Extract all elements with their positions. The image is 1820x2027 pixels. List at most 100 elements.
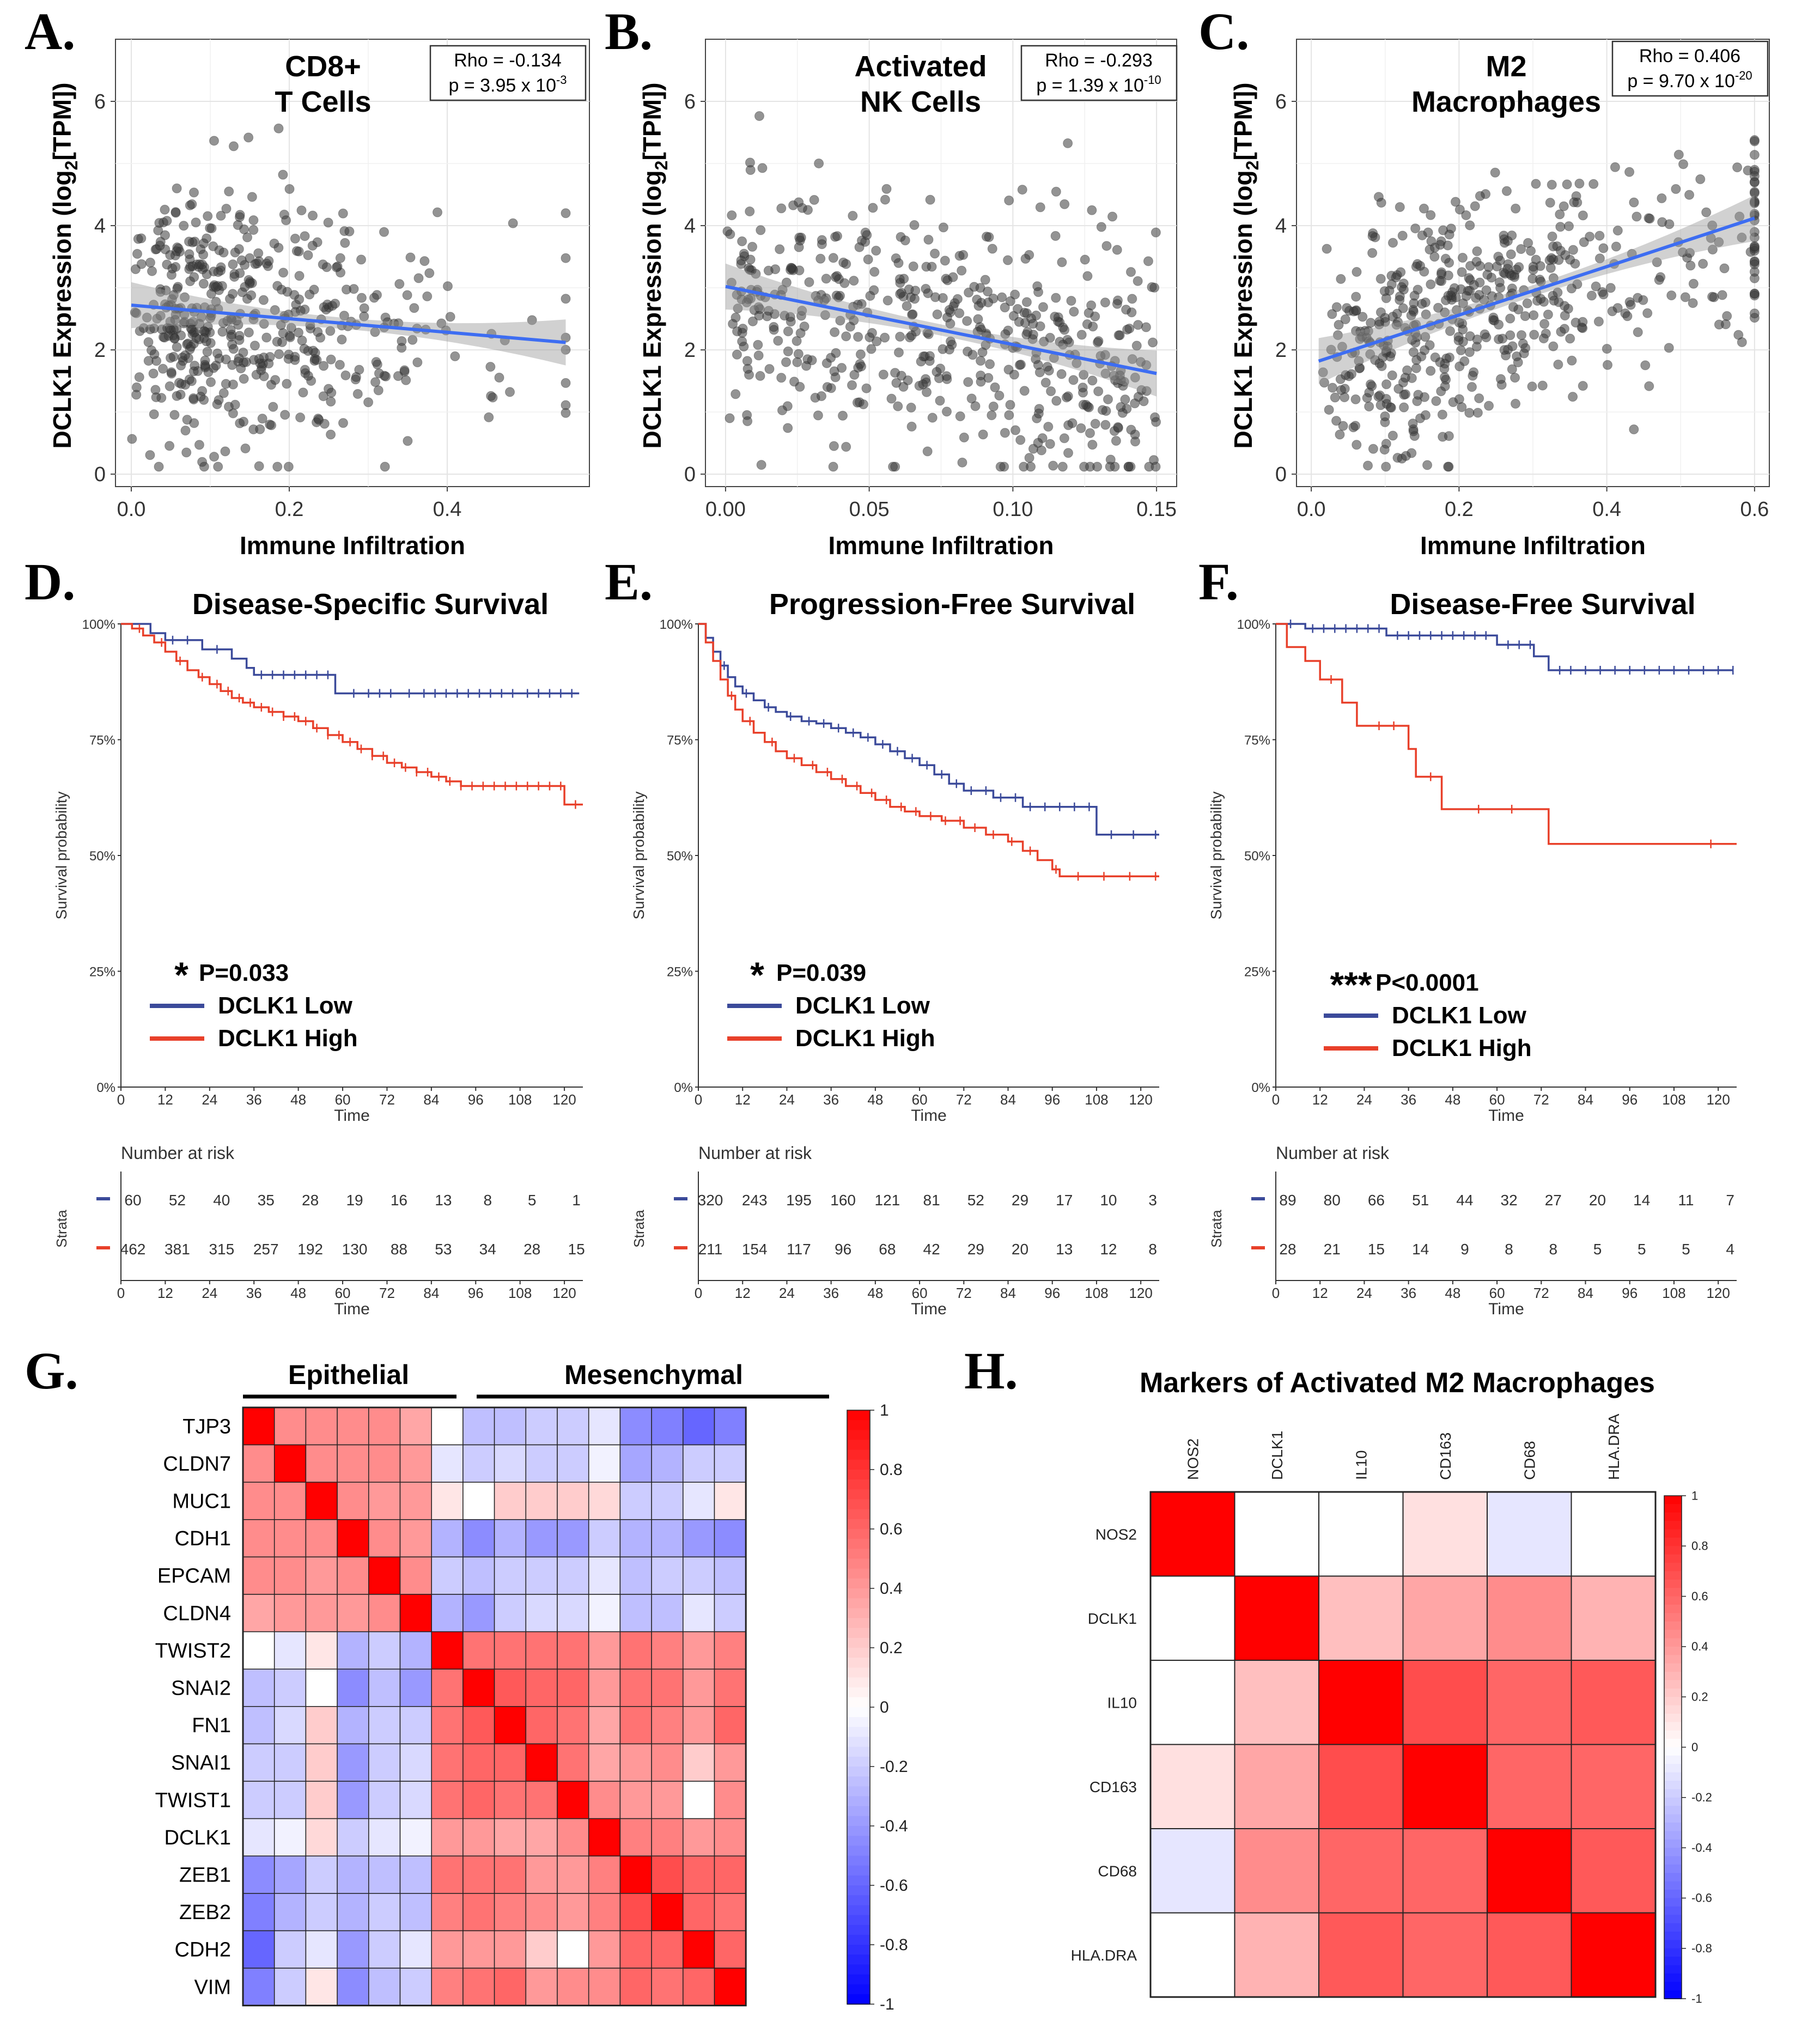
colorbar-segment	[847, 1875, 870, 1886]
heatmap-cell	[494, 1743, 527, 1782]
scatter-point	[1554, 255, 1564, 265]
colorbar-segment	[1664, 1672, 1682, 1681]
scatter-point	[1566, 283, 1576, 294]
colorbar-segment	[1664, 1697, 1682, 1706]
scatter-point	[527, 315, 537, 325]
scatter-point	[1563, 221, 1574, 232]
colorbar-segment	[847, 1449, 870, 1460]
legend-label: DCLK1 Low	[795, 992, 930, 1019]
colorbar-segment	[847, 1410, 870, 1421]
heatmap-cell	[683, 1668, 715, 1707]
colorbar-label: -0.8	[1691, 1941, 1712, 1955]
scatter-point	[1126, 424, 1136, 435]
heatmap-cell	[619, 1407, 652, 1446]
colorbar-segment	[847, 1489, 870, 1500]
colorbar-segment	[1664, 1873, 1682, 1882]
heatmap-cell	[714, 1519, 746, 1558]
risk-count-high: 21	[1324, 1241, 1341, 1258]
heatmap-cell	[588, 1556, 621, 1595]
scatter-point	[1336, 274, 1346, 284]
scatter-point	[160, 230, 170, 240]
heatmap-cell	[588, 1594, 621, 1632]
y-tick-label: 6	[94, 90, 106, 113]
scatter-point	[1611, 241, 1621, 252]
heatmap-cell	[494, 1407, 527, 1446]
x-tick-label: 96	[468, 1091, 484, 1108]
scatter-point	[1364, 402, 1374, 412]
scatter-point	[1578, 317, 1588, 327]
risk-count-high: 154	[742, 1241, 768, 1258]
colorbar-segment	[1664, 1931, 1682, 1941]
heatmap-cell	[431, 1519, 464, 1558]
scatter-point	[821, 274, 831, 284]
scatter-point	[1472, 246, 1482, 257]
scatter-point	[1642, 308, 1653, 318]
colorbar-segment	[1664, 1797, 1682, 1807]
scatter-point	[786, 263, 796, 273]
colorbar-segment	[847, 1974, 870, 1985]
heatmap-cell	[1234, 1744, 1319, 1829]
x-tick-label: 0.0	[117, 498, 146, 521]
panel-letter: E.	[605, 553, 653, 611]
heatmap-cell	[337, 1781, 369, 1819]
scatter-point	[728, 319, 738, 329]
heatmap-cell	[399, 1668, 432, 1707]
heatmap-cell	[588, 1706, 621, 1745]
scatter-point	[1645, 214, 1655, 224]
scatter-point	[731, 389, 741, 399]
y-tick-label: 75%	[89, 733, 115, 748]
scatter-point	[882, 295, 893, 306]
scatter-point	[777, 405, 788, 415]
scatter-point	[1506, 249, 1516, 259]
scatter-point	[792, 336, 802, 346]
scatter-point	[136, 259, 147, 269]
x-tick-label: 12	[157, 1091, 173, 1108]
scatter-point	[1068, 375, 1079, 385]
heatmap-cell	[619, 1631, 652, 1670]
scatter-point	[225, 294, 235, 304]
scatter-point	[1151, 417, 1161, 427]
heatmap-cell	[714, 1781, 746, 1819]
scatter-point	[861, 383, 872, 393]
scatter-point	[1453, 332, 1464, 342]
heatmap-cell	[1318, 1660, 1404, 1745]
scatter-point	[1433, 302, 1444, 313]
y-tick-label: 0	[1275, 463, 1287, 486]
scatter-point	[725, 413, 735, 423]
scatter-point	[1513, 357, 1523, 368]
heatmap-cell	[714, 1482, 746, 1520]
scatter-point	[1591, 281, 1601, 292]
colorbar-segment	[1664, 1596, 1682, 1605]
scatter-point	[1103, 394, 1113, 404]
scatter-point	[216, 210, 226, 221]
heatmap-cell	[683, 1631, 715, 1670]
heatmap-cell	[399, 1519, 432, 1558]
scatter-point	[1100, 298, 1110, 308]
scatter-point	[268, 402, 278, 412]
colorbar-label: -0.4	[880, 1817, 908, 1835]
row-label: TWIST1	[155, 1789, 231, 1812]
heatmap-cell	[242, 1668, 275, 1707]
heatmap-cell	[588, 1519, 621, 1558]
colorbar-segment	[1664, 1814, 1682, 1823]
scatter-point	[838, 410, 848, 421]
heatmap-cell	[305, 1668, 338, 1707]
heatmap-cell	[242, 1482, 275, 1520]
scatter-point	[228, 344, 239, 354]
scatter-point	[450, 351, 460, 361]
heatmap-cell	[431, 1706, 464, 1745]
scatter-point	[906, 421, 917, 432]
scatter-point	[1652, 257, 1662, 268]
heatmap-cell	[557, 1482, 589, 1520]
plot-title: Disease-Specific Survival	[192, 588, 549, 621]
risk-count-high: 12	[1100, 1241, 1117, 1258]
scatter-point	[264, 256, 274, 266]
scatter-point	[896, 371, 906, 381]
risk-count-low: 7	[1726, 1192, 1734, 1209]
heatmap-cell	[714, 1556, 746, 1595]
heatmap-cell	[368, 1519, 401, 1558]
colorbar-segment	[1664, 1604, 1682, 1614]
heatmap-cell	[399, 1556, 432, 1595]
scatter-point	[189, 272, 199, 282]
scatter-point	[1368, 444, 1378, 454]
